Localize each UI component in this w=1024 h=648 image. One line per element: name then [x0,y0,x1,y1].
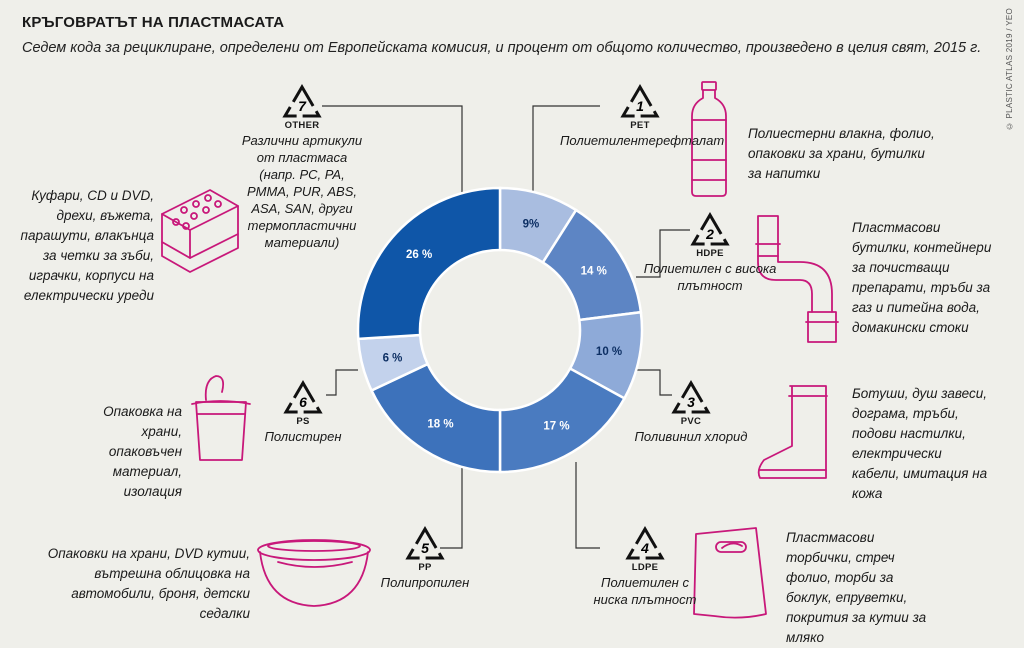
code-number: 1 [636,98,644,114]
connector-pet [532,105,600,198]
code-abbreviation: HDPE [696,248,724,259]
code-hdpe: 2 HDPE Полиетилен с висока плътност [640,212,780,294]
code-number: 6 [299,394,307,410]
code-pp: 5 PP Полипропилен [370,526,480,591]
code-abbreviation: PS [296,416,310,427]
donut-labels: 9% 14 % 10 % 17 % 18 % 6 % 26 % [383,218,623,432]
bag-icon [693,527,767,619]
code-ldpe: 4 LDPE Полиетилен с ниска плътност [590,526,700,608]
uses-pp: Опаковки на храни, DVD кутии, вътрешна о… [47,546,250,621]
donut-chart [356,186,644,474]
connector-pvc [637,369,672,396]
uses-ldpe: Пластмасови торбички, стреч фолио, торби… [786,530,927,645]
recycle-triangle-icon: 3 [671,380,711,414]
code-name: Полиетилен с ниска плътност [593,575,697,607]
code-number: 7 [298,98,307,114]
code-number: 5 [421,540,429,556]
yogurt-cup-icon [191,375,251,461]
pipe-icon [755,215,839,343]
code-abbreviation: LDPE [631,562,659,573]
code-abbreviation: OTHER [284,120,320,131]
value-label-pp: 18 % [427,419,453,431]
uses-other: Куфари, CD и DVD, дрехи, въжета, парашут… [20,188,154,303]
recycle-triangle-icon: 5 [405,526,445,560]
connector-other [322,105,463,198]
recycle-triangle-icon: 1 [620,84,660,118]
code-number: 3 [687,394,695,410]
value-label-other: 26 % [406,249,432,261]
bowl-icon [257,539,371,607]
value-label-pvc: 10 % [596,346,622,358]
code-name: Различни артикули от пластмаса (напр. PC… [241,133,363,250]
recycle-triangle-icon: 7 [282,84,322,118]
uses-pet: Полиестерни влакна, фолио, опаковки за х… [748,126,935,181]
code-abbreviation: PP [418,562,432,573]
code-name: Полиетилентерефталат [560,133,725,148]
page-title: КРЪГОВРАТЪТ НА ПЛАСТМАСАТА [22,14,285,31]
value-label-hdpe: 14 % [581,266,607,278]
toy-brick-icon [161,189,239,273]
code-ps: 6 PS Полистирен [248,380,358,445]
value-label-ps: 6 % [383,353,403,365]
code-other: 7 OTHER Различни артикули от пластмаса (на… [240,84,364,251]
value-label-pet: 9% [523,218,540,230]
uses-pvc: Ботуши, душ завеси, дограма, тръби, подо… [852,386,988,501]
connector-pp [440,462,463,549]
code-number: 2 [705,226,714,242]
code-name: Поливинил хлорид [634,429,748,444]
bottle-icon [691,81,727,197]
page-subtitle: Седем кода за рециклиране, определени от… [22,40,982,56]
code-name: Полистирен [264,429,342,444]
connector-ps [326,369,358,396]
uses-hdpe: Пластмасови бутилки, контейнери за почис… [852,220,992,335]
connector-hdpe [636,229,690,278]
recycle-triangle-icon: 4 [625,526,665,560]
code-name: Полиетилен с висока плътност [643,261,777,293]
code-name: Полипропилен [380,575,470,590]
recycle-triangle-icon: 2 [690,212,730,246]
value-label-ldpe: 17 % [543,421,569,433]
recycle-triangle-icon: 6 [283,380,323,414]
donut-segment-other [356,186,502,341]
uses-ps: Опаковка на храни, опаковъчен материал, … [103,404,182,499]
code-number: 4 [640,540,649,556]
boot-icon [757,385,828,479]
code-pvc: 3 PVC Поливинил хлорид [628,380,754,445]
connector-lines [322,105,690,549]
connector-ldpe [575,462,600,549]
code-abbreviation: PVC [680,416,702,427]
code-abbreviation: PET [630,120,650,131]
code-pet: 1 PET Полиетилентерефталат [560,84,725,149]
